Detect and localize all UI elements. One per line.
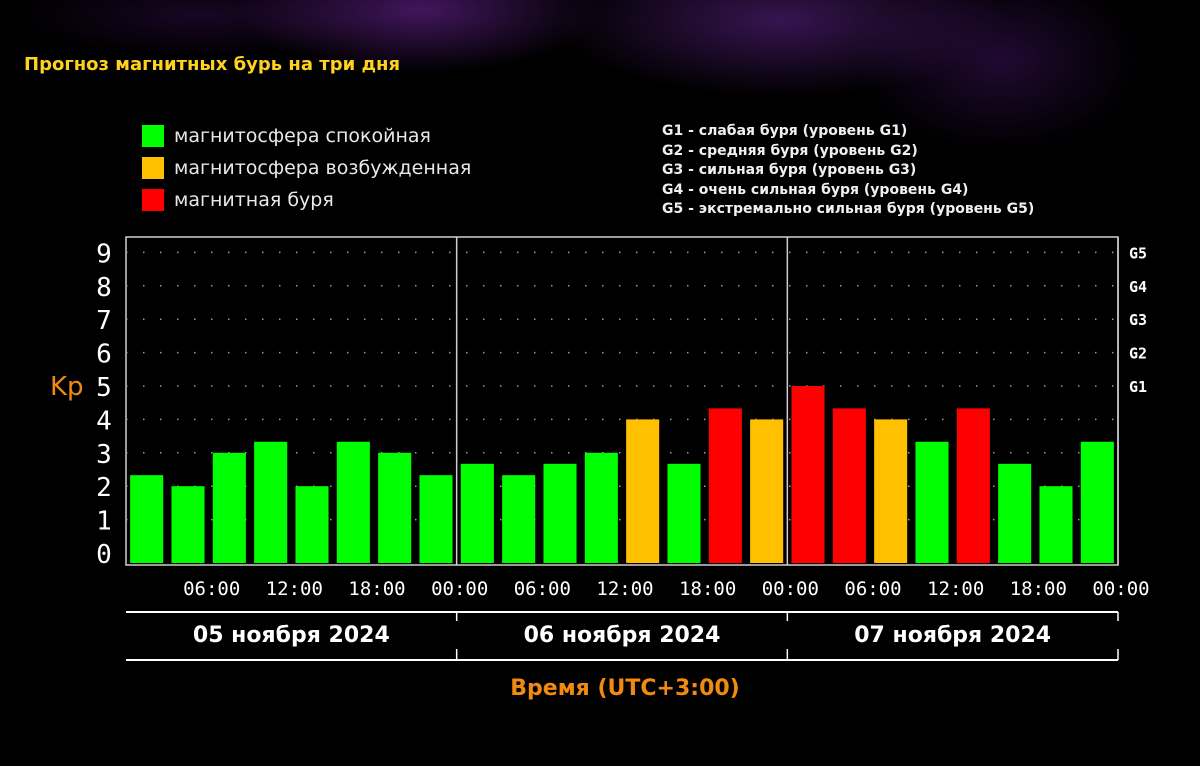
kp-bar [874, 419, 908, 563]
kp-bar [171, 486, 205, 563]
kp-bar [378, 452, 412, 563]
legend-swatch-storm [142, 189, 164, 211]
kp-bar [791, 386, 825, 563]
storm-level-g2: G2 - средняя буря (уровень G2) [662, 142, 918, 159]
y-tick-label: 1 [96, 507, 112, 537]
day-label: 07 ноября 2024 [854, 623, 1051, 648]
legend-item-active: магнитосфера возбужденная [142, 156, 471, 180]
x-tick-label: 12:00 [596, 578, 653, 600]
legend-label-active: магнитосфера возбужденная [174, 157, 472, 179]
kp-bar [336, 441, 370, 563]
y-tick-label: 6 [96, 340, 112, 370]
kp-bar [543, 463, 577, 563]
storm-level-g1: G1 - слабая буря (уровень G1) [662, 123, 908, 139]
y-tick-label: 4 [96, 406, 112, 436]
x-tick-label: 06:00 [514, 578, 571, 600]
g-level-tick-label: G5 [1129, 244, 1147, 262]
g-level-tick-label: G3 [1129, 311, 1147, 329]
legend-swatch-quiet [142, 125, 164, 147]
day-label: 06 ноября 2024 [524, 623, 721, 648]
kp-bar [708, 408, 742, 563]
kp-bar [667, 463, 701, 563]
y-tick-label: 7 [96, 306, 112, 336]
x-axis-label: Время (UTC+3:00) [510, 676, 740, 701]
x-tick-label: 12:00 [266, 578, 323, 600]
x-tick-label: 06:00 [844, 578, 901, 600]
x-tick-label: 00:00 [431, 578, 488, 600]
y-axis-label: Kp [50, 372, 84, 402]
kp-bar [584, 452, 618, 563]
storm-level-legend: G1 - слабая буря (уровень G1) G2 - средн… [662, 122, 1034, 220]
kp-bar [295, 486, 329, 563]
page-title: Прогноз магнитных бурь на три дня [24, 54, 400, 75]
y-tick-label: 0 [96, 540, 112, 570]
kp-bar [254, 441, 288, 563]
x-tick-label: 18:00 [679, 578, 736, 600]
kp-bar [998, 463, 1032, 563]
kp-bar [460, 463, 494, 563]
kp-bar [915, 441, 949, 563]
day-label: 05 ноября 2024 [193, 623, 390, 648]
kp-bar [419, 475, 453, 563]
y-tick-label: 5 [96, 373, 112, 403]
legend-swatch-active [142, 157, 164, 179]
kp-bar [130, 475, 164, 563]
kp-bar [956, 408, 990, 563]
kp-bar [1080, 441, 1114, 563]
legend-label-storm: магнитная буря [174, 189, 334, 211]
kp-bar [1039, 486, 1073, 563]
kp-bar [502, 475, 536, 563]
y-tick-label: 9 [96, 239, 112, 269]
legend-item-quiet: магнитосфера спокойная [142, 124, 431, 148]
x-tick-label: 00:00 [1092, 578, 1149, 600]
g-level-tick-label: G1 [1129, 378, 1147, 396]
legend-label-quiet: магнитосфера спокойная [174, 125, 431, 147]
kp-bar [212, 452, 246, 563]
x-tick-label: 00:00 [762, 578, 819, 600]
kp-bar [832, 408, 866, 563]
y-tick-label: 2 [96, 473, 112, 503]
g-level-tick-label: G2 [1129, 345, 1147, 363]
kp-bar [750, 419, 784, 563]
x-tick-label: 12:00 [927, 578, 984, 600]
x-tick-label: 06:00 [183, 578, 240, 600]
x-tick-label: 18:00 [348, 578, 405, 600]
storm-level-g4: G4 - очень сильная буря (уровень G4) [662, 181, 969, 198]
g-level-tick-label: G4 [1129, 278, 1147, 296]
x-tick-label: 18:00 [1010, 578, 1067, 600]
legend-item-storm: магнитная буря [142, 188, 334, 212]
y-tick-label: 8 [96, 273, 112, 303]
y-tick-label: 3 [96, 440, 112, 470]
storm-level-g5: G5 - экстремально сильная буря (уровень … [662, 201, 1035, 217]
storm-level-g3: G3 - сильная буря (уровень G3) [662, 162, 917, 178]
kp-bar [626, 419, 660, 563]
